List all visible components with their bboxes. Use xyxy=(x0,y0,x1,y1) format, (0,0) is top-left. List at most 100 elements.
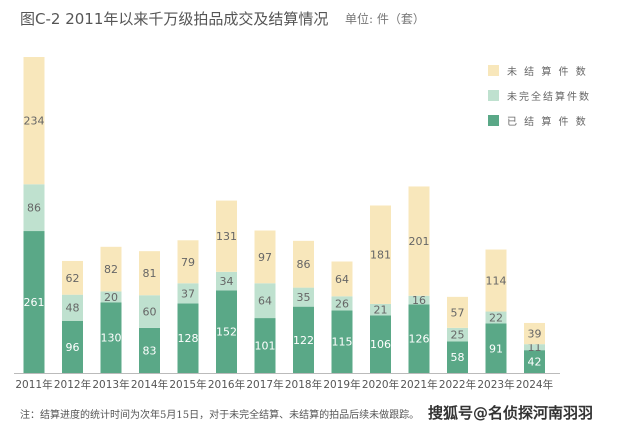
x-tick-label: 2011年 xyxy=(15,378,52,391)
bar-unsettled xyxy=(293,240,314,288)
bar-unsettled xyxy=(370,205,391,304)
bar-partial xyxy=(331,296,353,311)
bar-settled xyxy=(524,350,545,373)
x-tick-label: 2013年 xyxy=(92,378,129,391)
bar-settled xyxy=(485,323,507,373)
x-tick-label: 2020年 xyxy=(362,378,399,391)
x-tick-label: 2016年 xyxy=(208,378,245,391)
data-label: 64 xyxy=(258,295,272,308)
chart-title: 图C-2 2011年以来千万级拍品成交及结算情况 xyxy=(20,10,329,28)
watermark: 搜狐号@名侦探河南羽羽 xyxy=(428,404,594,422)
legend-label: 已 结 算 件 数 xyxy=(507,117,588,128)
bar-settled xyxy=(254,318,276,373)
x-tick-label: 2024年 xyxy=(516,378,553,391)
data-label: 130 xyxy=(101,332,122,345)
data-label: 81 xyxy=(143,267,157,280)
data-label: 234 xyxy=(24,115,45,128)
bar-unsettled xyxy=(23,57,45,185)
legend: 未 结 算 件 数 未完全结算件数 已 结 算 件 数 xyxy=(488,58,591,133)
bar-settled xyxy=(139,327,160,373)
data-label: 60 xyxy=(143,306,157,319)
legend-label: 未完全结算件数 xyxy=(507,92,591,103)
data-label: 86 xyxy=(297,258,311,271)
legend-item-unsettled: 未 结 算 件 数 xyxy=(488,58,591,83)
bar-unsettled xyxy=(177,240,199,284)
data-label: 126 xyxy=(409,333,430,346)
bar-partial xyxy=(524,344,545,351)
bar-unsettled xyxy=(62,260,83,295)
legend-swatch xyxy=(488,65,499,76)
bar-partial xyxy=(216,271,237,291)
data-label: 201 xyxy=(409,235,430,248)
data-label: 21 xyxy=(374,304,388,317)
legend-label: 未 结 算 件 数 xyxy=(507,67,588,78)
bar-partial xyxy=(370,303,391,316)
data-label: 25 xyxy=(451,329,465,342)
legend-item-settled: 已 结 算 件 数 xyxy=(488,108,591,133)
bar-partial xyxy=(100,291,122,303)
bar-partial xyxy=(23,184,45,232)
bar-settled xyxy=(331,310,353,373)
data-label: 16 xyxy=(412,294,426,307)
bar-partial xyxy=(139,295,160,328)
data-label: 20 xyxy=(104,291,118,304)
bar-partial xyxy=(408,295,430,305)
bar-partial xyxy=(447,327,468,342)
bar-unsettled xyxy=(408,186,430,296)
data-label: 131 xyxy=(216,230,237,243)
data-label: 57 xyxy=(451,306,465,319)
bar-partial xyxy=(485,311,507,324)
data-label: 58 xyxy=(451,351,465,364)
bar-settled xyxy=(177,303,199,373)
data-label: 83 xyxy=(143,344,157,357)
bar-unsettled xyxy=(331,261,353,297)
data-label: 122 xyxy=(293,334,314,347)
data-label: 106 xyxy=(370,338,391,351)
data-label: 101 xyxy=(255,340,276,353)
legend-item-partial: 未完全结算件数 xyxy=(488,83,591,108)
data-label: 114 xyxy=(486,275,507,288)
bar-unsettled xyxy=(447,296,468,328)
data-label: 37 xyxy=(181,287,195,300)
data-label: 82 xyxy=(104,263,118,276)
data-label: 64 xyxy=(335,273,349,286)
bar-settled xyxy=(62,320,83,373)
data-label: 86 xyxy=(27,202,41,215)
x-tick-label: 2023年 xyxy=(477,378,514,391)
bar-unsettled xyxy=(485,249,507,312)
data-label: 91 xyxy=(489,342,503,355)
bar-settled xyxy=(447,341,468,373)
data-label: 22 xyxy=(489,312,503,325)
data-label: 34 xyxy=(220,275,234,288)
x-tick-label: 2018年 xyxy=(285,378,322,391)
bar-unsettled xyxy=(216,200,237,272)
bar-partial xyxy=(62,294,83,321)
data-label: 48 xyxy=(66,302,80,315)
data-label: 35 xyxy=(297,291,311,304)
bar-unsettled xyxy=(139,251,160,296)
x-tick-label: 2019年 xyxy=(323,378,360,391)
x-tick-label: 2012年 xyxy=(54,378,91,391)
bar-partial xyxy=(293,287,314,307)
bar-settled xyxy=(216,290,237,373)
data-label: 11 xyxy=(528,341,542,354)
bar-unsettled xyxy=(254,230,276,284)
bar-unsettled xyxy=(100,246,122,292)
bar-settled xyxy=(370,315,391,373)
data-label: 261 xyxy=(24,296,45,309)
data-label: 115 xyxy=(332,336,353,349)
bar-settled xyxy=(293,306,314,373)
footnote: 注：结算进度的统计时间为次年5月15日，对于未完全结算、未结算的拍品后续未做跟踪… xyxy=(20,410,420,421)
bar-settled xyxy=(23,231,45,373)
data-label: 26 xyxy=(335,297,349,310)
data-label: 79 xyxy=(181,256,195,269)
bar-settled xyxy=(408,304,430,373)
bar-settled xyxy=(100,302,122,373)
data-label: 96 xyxy=(66,341,80,354)
data-label: 42 xyxy=(528,356,542,369)
x-tick-label: 2014年 xyxy=(131,378,168,391)
x-tick-label: 2015年 xyxy=(169,378,206,391)
bar-unsettled xyxy=(524,322,545,345)
